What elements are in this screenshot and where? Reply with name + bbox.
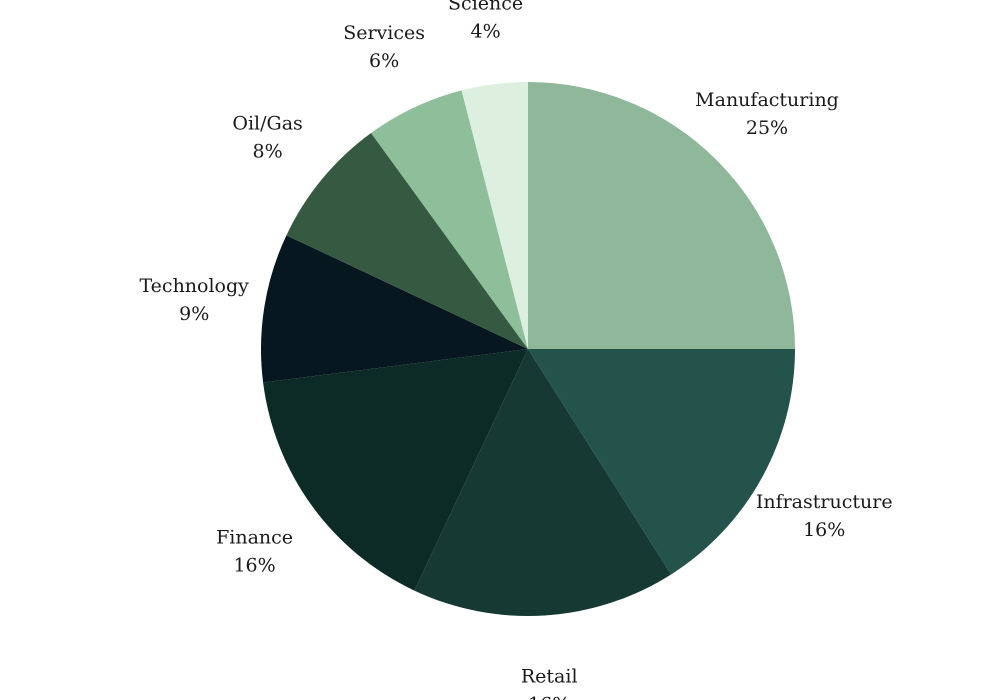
slice-label: Oil/Gas <box>232 113 302 135</box>
slice-value-label: 16% <box>528 693 570 700</box>
pie-slice-finance <box>263 349 528 591</box>
slice-label: Infrastructure <box>756 491 893 513</box>
slice-label: Finance <box>216 527 293 549</box>
pie-slice-oil-gas <box>286 132 528 349</box>
pie-slice-science <box>461 82 528 349</box>
slice-label-group: Science 4% <box>448 0 523 43</box>
slice-value-label: 16% <box>803 519 845 541</box>
slice-label-group: Services 6% <box>343 22 425 72</box>
slice-value-label: 6% <box>369 50 399 72</box>
slice-label: Technology <box>139 275 249 297</box>
pie-slice-infrastructure <box>528 349 795 575</box>
pie-slice-technology <box>261 235 528 383</box>
pie-slice-retail <box>414 349 672 617</box>
pie-slice-services <box>371 90 528 349</box>
slice-value-label: 16% <box>233 555 275 577</box>
slice-label-group: Infrastructure 16% <box>756 491 893 541</box>
slice-label: Services <box>343 22 425 44</box>
slice-value-label: 4% <box>471 21 501 43</box>
labels-layer: Manufacturing 25% Infrastructure 16% Retail 1… <box>139 0 892 700</box>
slices-layer <box>261 82 795 617</box>
slice-label-group: Finance 16% <box>216 527 293 577</box>
pie-slice-manufacturing <box>528 82 795 349</box>
slice-label: Retail <box>521 665 578 687</box>
slice-label: Manufacturing <box>695 89 839 111</box>
slice-value-label: 25% <box>746 117 788 139</box>
slice-label-group: Manufacturing 25% <box>695 89 839 139</box>
slice-value-label: 9% <box>179 303 209 325</box>
slice-value-label: 8% <box>253 141 283 163</box>
slice-label-group: Technology 9% <box>139 275 249 325</box>
slice-label-group: Oil/Gas 8% <box>232 113 302 163</box>
slice-label: Science <box>448 0 523 15</box>
slice-label-group: Retail 16% <box>521 665 578 700</box>
